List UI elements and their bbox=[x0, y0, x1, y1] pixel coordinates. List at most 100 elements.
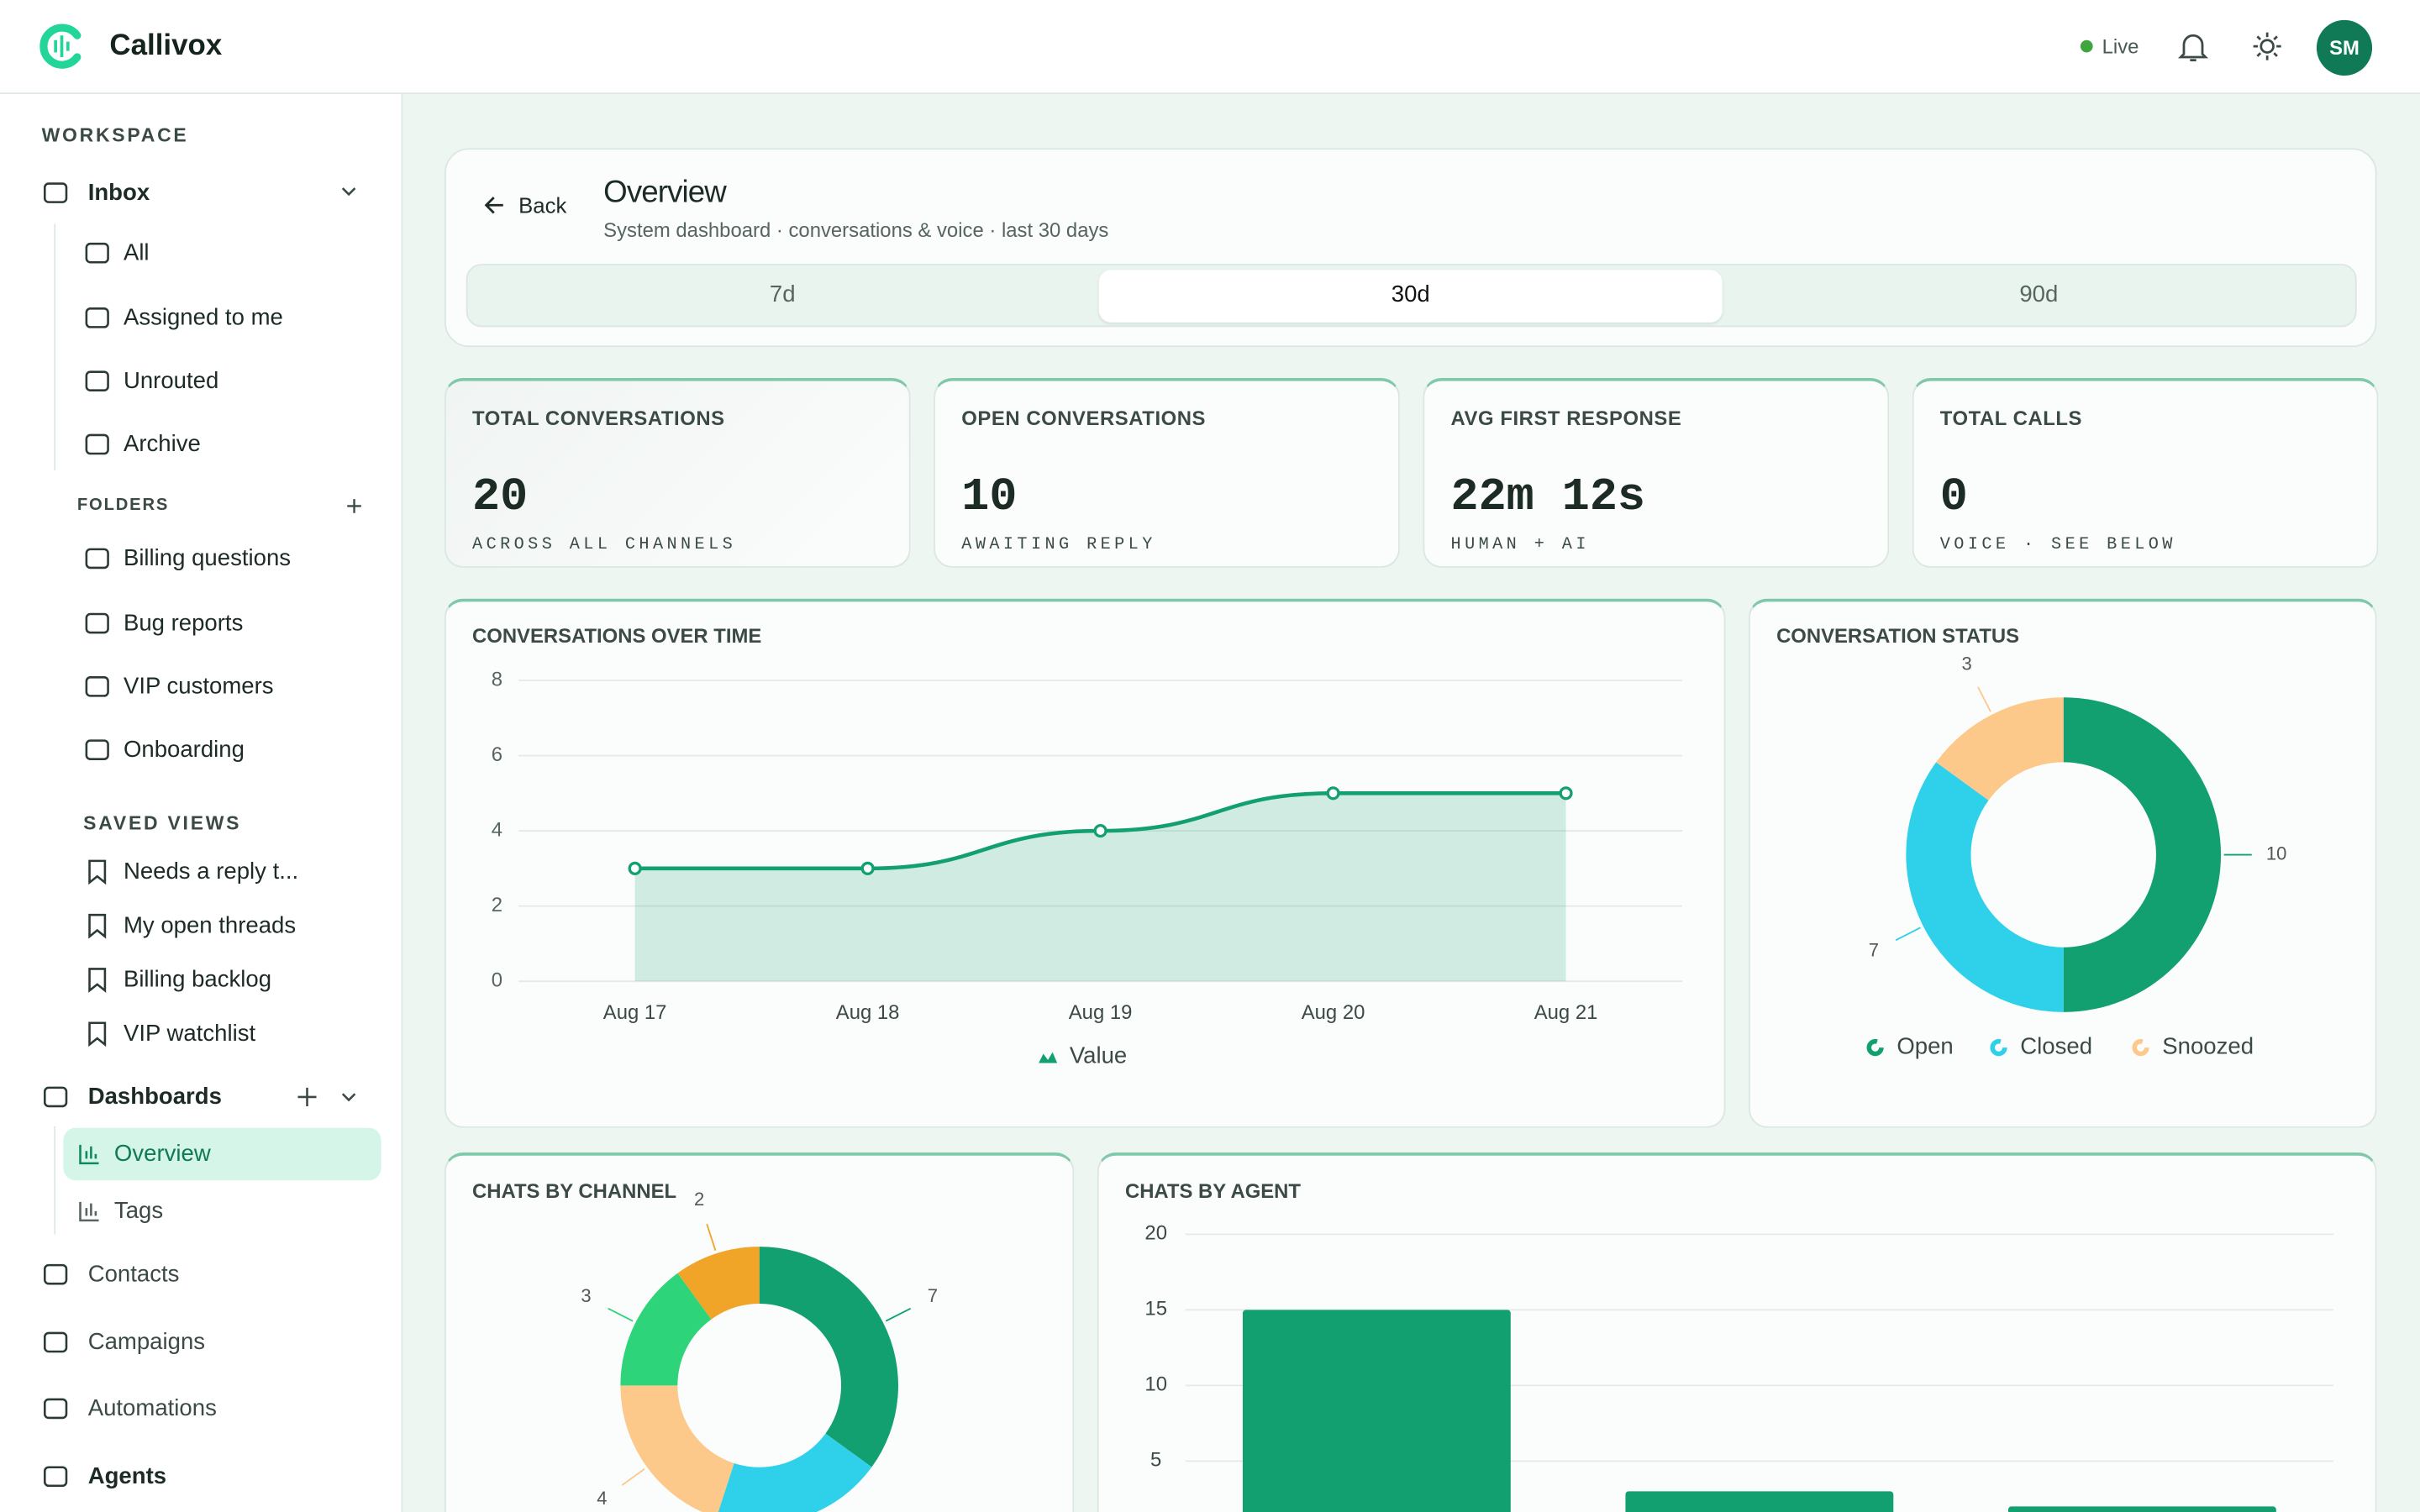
notifications[interactable] bbox=[2176, 29, 2210, 63]
kpi-value: 22m 12s bbox=[1450, 472, 1646, 525]
channel-chart-panel bbox=[444, 1152, 1075, 1512]
kpi-card bbox=[1912, 378, 2379, 568]
avatar-initials: SM bbox=[2329, 36, 2360, 60]
range-option[interactable]: 30d bbox=[1391, 281, 1430, 308]
slice-label: 7 bbox=[1869, 939, 1879, 960]
nav-item[interactable]: My open threads bbox=[123, 912, 297, 939]
legend-label: Open bbox=[1897, 1032, 1953, 1058]
x-tick-label: Aug 21 bbox=[1534, 1001, 1598, 1024]
nav-item[interactable]: Overview bbox=[113, 1141, 211, 1168]
kpi-label: TOTAL CONVERSATIONS bbox=[472, 406, 725, 430]
nav-item[interactable]: Contacts bbox=[87, 1261, 180, 1288]
range-option[interactable]: 90d bbox=[2019, 281, 2059, 308]
chart-title: CONVERSATION STATUS bbox=[1776, 625, 2019, 648]
point bbox=[1093, 824, 1107, 838]
kpi-label: OPEN CONVERSATIONS bbox=[961, 406, 1207, 430]
icon bbox=[85, 370, 109, 391]
legend-label: Closed bbox=[2020, 1032, 2092, 1058]
icon bbox=[85, 307, 109, 328]
nav-item[interactable]: Unrouted bbox=[123, 368, 219, 395]
area bbox=[634, 793, 1566, 982]
slice bbox=[2063, 697, 2222, 1012]
top-bar bbox=[0, 0, 2420, 95]
y-tick-label: 4 bbox=[492, 818, 502, 841]
kpi-note: VOICE · SEE BELOW bbox=[1939, 536, 2176, 555]
line-chart-panel bbox=[444, 598, 1726, 1128]
legend-label: Value bbox=[1070, 1042, 1127, 1068]
bar bbox=[1242, 1310, 1511, 1512]
back-icon bbox=[484, 197, 503, 214]
range-option[interactable]: 7d bbox=[769, 281, 796, 308]
x-tick-label: Aug 18 bbox=[836, 1001, 900, 1024]
chart-title: CONVERSATIONS OVER TIME bbox=[472, 625, 761, 648]
y-tick-label: 8 bbox=[492, 668, 502, 690]
item-icon bbox=[79, 1144, 99, 1165]
legend-icon bbox=[1990, 1039, 2007, 1057]
nav-item[interactable]: Bug reports bbox=[123, 610, 244, 637]
x-tick-label: Aug 19 bbox=[1069, 1001, 1133, 1024]
nav-item[interactable]: Inbox bbox=[87, 179, 150, 207]
kpi-note: ACROSS ALL CHANNELS bbox=[472, 536, 737, 555]
nav-item[interactable]: Campaigns bbox=[87, 1329, 206, 1356]
leader-line bbox=[1977, 686, 1991, 712]
slice-label: 3 bbox=[1962, 654, 1972, 675]
nav-item[interactable]: VIP customers bbox=[123, 673, 274, 700]
y-tick-label: 2 bbox=[492, 894, 502, 916]
x-tick-label: Aug 20 bbox=[1302, 1001, 1365, 1024]
leader-line bbox=[1895, 927, 1921, 942]
bookmark-icon bbox=[88, 859, 107, 885]
range-active bbox=[1098, 270, 1723, 323]
icon bbox=[85, 676, 109, 697]
nav-item[interactable]: Billing backlog bbox=[123, 966, 272, 993]
leader-line bbox=[621, 1467, 645, 1486]
icon bbox=[85, 242, 109, 264]
chart-title: CHATS BY AGENT bbox=[1125, 1180, 1301, 1203]
icon bbox=[85, 548, 109, 570]
leader-line bbox=[885, 1307, 912, 1322]
nav-item[interactable]: Needs a reply t... bbox=[123, 858, 299, 885]
legend-label: Snoozed bbox=[2162, 1032, 2254, 1058]
icon bbox=[43, 1398, 68, 1420]
status-chart-panel bbox=[1749, 598, 2377, 1128]
kpi-note: AWAITING REPLY bbox=[961, 536, 1156, 555]
section-label: WORKSPACE bbox=[41, 124, 189, 147]
add-folder bbox=[347, 499, 361, 513]
back-button[interactable]: Back bbox=[518, 192, 567, 218]
slice bbox=[1936, 697, 2064, 801]
legend-icon bbox=[2132, 1039, 2149, 1057]
kpi-card bbox=[1423, 378, 1890, 568]
icon bbox=[85, 612, 109, 634]
slice bbox=[620, 1385, 734, 1512]
point bbox=[1326, 786, 1340, 801]
nav-item[interactable]: Tags bbox=[113, 1198, 164, 1225]
kpi-card bbox=[444, 378, 911, 568]
nav-item[interactable]: All bbox=[123, 239, 150, 266]
y-tick-label: 5 bbox=[1150, 1449, 1161, 1472]
nav-item[interactable]: Onboarding bbox=[123, 737, 245, 764]
nav-item[interactable]: Dashboards bbox=[87, 1084, 222, 1110]
nav-item[interactable]: Archive bbox=[123, 431, 201, 458]
slice-label: 10 bbox=[2266, 843, 2287, 864]
add-dashboard bbox=[297, 1087, 317, 1106]
legend-icon bbox=[1039, 1052, 1058, 1063]
page-title: Overview bbox=[603, 176, 727, 210]
avatar[interactable] bbox=[2316, 19, 2373, 76]
kpi-label: TOTAL CALLS bbox=[1939, 406, 2083, 430]
legend-icon bbox=[1866, 1039, 1884, 1057]
nav-item[interactable]: VIP watchlist bbox=[123, 1021, 256, 1047]
section-label: FOLDERS bbox=[76, 496, 170, 515]
x-tick-label: Aug 17 bbox=[603, 1001, 667, 1024]
theme-toggle[interactable] bbox=[2250, 29, 2284, 63]
nav-item[interactable]: Assigned to me bbox=[123, 304, 283, 331]
chevron bbox=[341, 1093, 356, 1102]
nav-item[interactable]: Automations bbox=[87, 1395, 217, 1422]
slice bbox=[1906, 762, 2064, 1012]
nav-item[interactable]: Agents bbox=[87, 1463, 167, 1490]
y-tick-label: 20 bbox=[1144, 1222, 1167, 1245]
bookmark-icon bbox=[88, 913, 107, 939]
section-label: SAVED VIEWS bbox=[83, 812, 242, 835]
y-tick-label: 15 bbox=[1144, 1298, 1167, 1320]
nav-item[interactable]: Billing questions bbox=[123, 545, 292, 572]
